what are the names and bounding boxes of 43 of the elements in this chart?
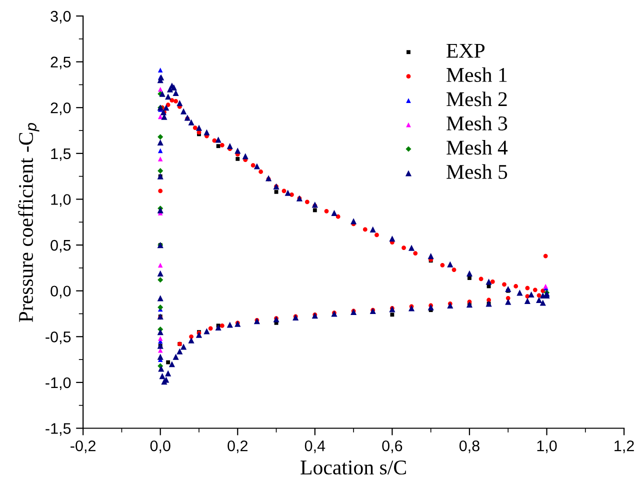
y-tick-label: 3,0 — [50, 10, 71, 24]
y-axis-title: Pressure coefficient -C$_{p}$ — [18, 122, 40, 322]
x-tick-label: -0,2 — [70, 440, 96, 454]
y-tick-label: -0,5 — [46, 332, 71, 344]
point — [274, 190, 278, 194]
point — [158, 277, 164, 283]
point — [158, 336, 163, 341]
point — [390, 312, 394, 317]
y-tick-label: 1,0 — [51, 194, 71, 207]
x-tick-label: 0,8 — [459, 440, 480, 454]
point — [158, 262, 163, 268]
y-tick-label: 2,5 — [50, 56, 71, 70]
point — [158, 68, 163, 72]
point — [486, 284, 491, 288]
x-tick-label: 1,0 — [537, 440, 557, 454]
point — [312, 208, 317, 212]
legend-label: EXP — [446, 44, 485, 58]
legend-label: Mesh 3 — [446, 116, 508, 130]
x-axis-title: Location s/C — [300, 460, 406, 475]
y-tick-label: -1,0 — [46, 377, 71, 390]
point — [158, 86, 163, 92]
y-tick-label: 2,0 — [50, 102, 71, 116]
legend-label: Mesh 2 — [446, 92, 507, 106]
point — [158, 156, 163, 162]
point — [166, 360, 170, 364]
x-tick-label: 1,2 — [614, 440, 634, 454]
point — [236, 156, 240, 161]
point — [158, 168, 164, 174]
y-tick-label: 1,5 — [51, 148, 71, 161]
x-tick-label: 0,4 — [304, 440, 326, 454]
x-tick-label: 0,2 — [228, 440, 248, 454]
point — [158, 148, 163, 154]
y-tick-label: 0,0 — [50, 286, 71, 298]
x-tick-label: 0,0 — [150, 440, 170, 454]
y-tick-label: 0,5 — [50, 240, 71, 253]
point — [158, 114, 163, 120]
y-tick-label: -1,5 — [46, 423, 71, 436]
legend-label: Mesh 4 — [446, 140, 508, 155]
point — [158, 134, 164, 140]
x-tick-label: 0,6 — [382, 440, 402, 454]
point — [216, 144, 220, 148]
legend-label: Mesh 1 — [446, 67, 507, 82]
legend-label: Mesh 5 — [446, 164, 508, 179]
